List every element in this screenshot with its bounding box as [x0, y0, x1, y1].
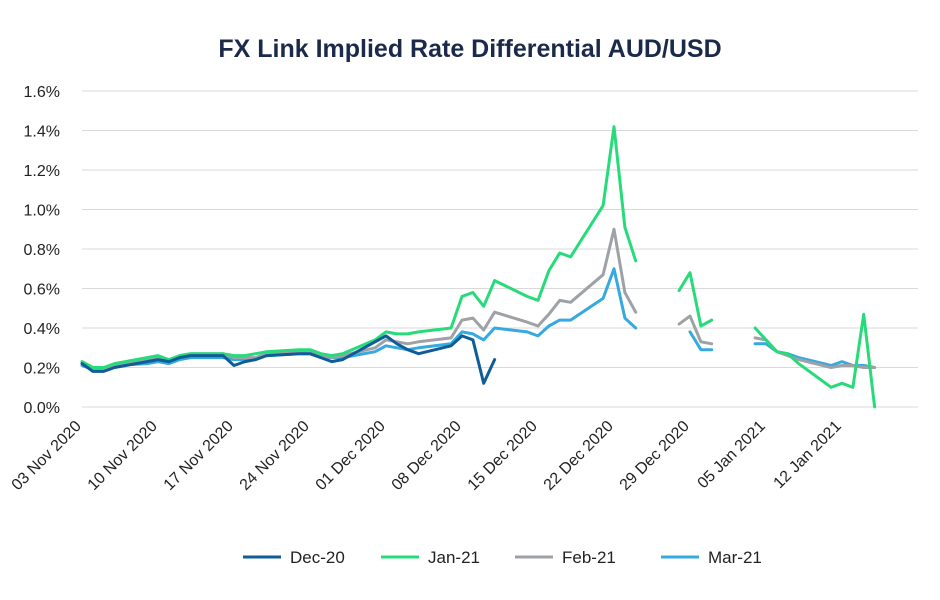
legend-item: Jan-21 — [381, 548, 480, 567]
x-tick-label: 08 Dec 2020 — [389, 418, 465, 494]
series-jan-21 — [80, 125, 877, 409]
legend-label: Dec-20 — [290, 548, 345, 567]
x-tick-label: 15 Dec 2020 — [465, 418, 541, 494]
x-tick-label: 24 Nov 2020 — [237, 418, 313, 494]
x-tick-label: 17 Nov 2020 — [161, 418, 237, 494]
x-tick-label: 10 Nov 2020 — [85, 418, 161, 494]
series-line-segment — [80, 334, 497, 385]
x-tick-label: 03 Nov 2020 — [9, 418, 85, 494]
y-tick-label: 1.0% — [24, 203, 60, 220]
x-axis-ticks: 03 Nov 2020 10 Nov 2020 17 Nov 2020 24 Nov … — [9, 418, 845, 494]
gridlines — [82, 90, 918, 408]
y-tick-label: 1.4% — [24, 124, 60, 141]
x-tick-label: 22 Dec 2020 — [541, 418, 617, 494]
x-tick-label: 05 Jan 2021 — [695, 418, 769, 492]
y-tick-label: 1.2% — [24, 163, 60, 180]
series-line-segment — [688, 330, 714, 352]
series-lines — [80, 125, 877, 409]
y-tick-label: 0.0% — [24, 400, 60, 417]
legend-label: Jan-21 — [428, 548, 480, 567]
x-tick-label: 12 Jan 2021 — [771, 418, 845, 492]
y-tick-label: 0.6% — [24, 282, 60, 299]
series-line-segment — [677, 314, 714, 346]
series-dec-20 — [80, 334, 497, 385]
series-line-segment — [677, 271, 714, 328]
legend-item: Mar-21 — [661, 548, 762, 567]
series-line-segment — [80, 227, 638, 371]
series-line-segment — [80, 267, 638, 371]
legend-item: Feb-21 — [515, 548, 616, 567]
y-tick-label: 0.8% — [24, 242, 60, 259]
y-tick-label: 1.6% — [24, 84, 60, 101]
legend-label: Mar-21 — [708, 548, 762, 567]
x-tick-label: 01 Dec 2020 — [313, 418, 389, 494]
legend-label: Feb-21 — [562, 548, 616, 567]
series-line-segment — [80, 125, 638, 369]
series-line-segment — [753, 312, 877, 409]
chart-title: FX Link Implied Rate Differential AUD/US… — [218, 35, 721, 63]
y-tick-label: 0.2% — [24, 361, 60, 378]
legend: Dec-20 Jan-21 Feb-21 Mar-21 — [243, 548, 762, 567]
y-axis-ticks: 0.0% 0.2% 0.4% 0.6% 0.8% 1.0% 1.2% 1.4% 1.6% — [24, 84, 60, 417]
legend-item: Dec-20 — [243, 548, 345, 567]
x-tick-label: 29 Dec 2020 — [617, 418, 693, 494]
y-tick-label: 0.4% — [24, 321, 60, 338]
